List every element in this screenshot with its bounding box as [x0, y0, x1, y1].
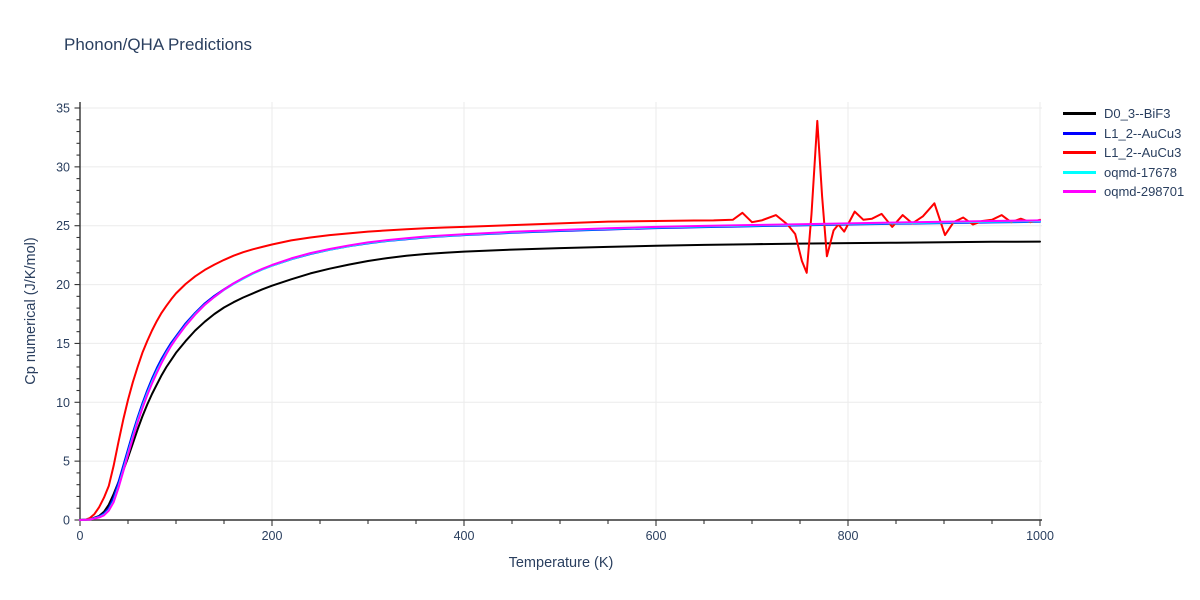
legend-line-l1-2-aucu3-blue [1063, 131, 1096, 135]
y-tick-label: 35 [56, 102, 70, 116]
y-tick-label: 0 [63, 514, 70, 528]
y-tick-label: 10 [56, 396, 70, 410]
y-tick-label: 5 [63, 455, 70, 469]
x-tick-label: 400 [454, 529, 475, 543]
legend-label-l1-2-aucu3-red: L1_2--AuCu3 [1104, 145, 1182, 161]
y-axis-title: Cp numerical (J/K/mol) [23, 237, 39, 385]
legend-label-oqmd-298701: oqmd-298701 [1104, 184, 1185, 200]
curve-oqmd-298701[interactable] [79, 219, 1041, 521]
legend-item-oqmd-17678[interactable]: oqmd-17678 [1063, 163, 1184, 183]
y-tick-label: 20 [56, 278, 70, 292]
legend-line-oqmd-298701 [1063, 190, 1096, 194]
y-tick-label: 15 [56, 337, 70, 351]
curve-d0-3-bif3[interactable] [79, 240, 1041, 521]
legend-label-l1-2-aucu3-blue: L1_2--AuCu3 [1104, 125, 1182, 141]
plot-area[interactable] [80, 102, 1042, 520]
legend-label-oqmd-17678: oqmd-17678 [1104, 164, 1177, 180]
chart-title: Phonon/QHA Predictions [64, 35, 253, 54]
x-tick-label: 0 [77, 529, 84, 543]
x-tick-label: 800 [838, 529, 859, 543]
y-tick-label: 25 [56, 219, 70, 233]
x-tick-label: 600 [646, 529, 667, 543]
legend-item-l1-2-aucu3-red[interactable]: L1_2--AuCu3 [1063, 143, 1184, 163]
x-tick-label: 1000 [1026, 529, 1054, 543]
legend-line-oqmd-17678 [1063, 170, 1096, 174]
legend: D0_3--BiF3 L1_2--AuCu3 L1_2--AuCu3 oqmd-176… [1063, 104, 1184, 202]
legend-item-l1-2-aucu3-blue[interactable]: L1_2--AuCu3 [1063, 124, 1184, 144]
curve-l1-2-aucu3-red[interactable] [79, 119, 1041, 521]
legend-line-d0-3-bif3 [1063, 112, 1096, 116]
x-tick-label: 200 [262, 529, 283, 543]
legend-label-d0-3-bif3: D0_3--BiF3 [1104, 106, 1171, 122]
y-tick-label: 30 [56, 160, 70, 174]
legend-item-d0-3-bif3[interactable]: D0_3--BiF3 [1063, 104, 1184, 124]
legend-item-oqmd-298701[interactable]: oqmd-298701 [1063, 182, 1184, 202]
x-axis-title: Temperature (K) [508, 555, 614, 571]
legend-line-l1-2-aucu3-red [1063, 151, 1096, 155]
